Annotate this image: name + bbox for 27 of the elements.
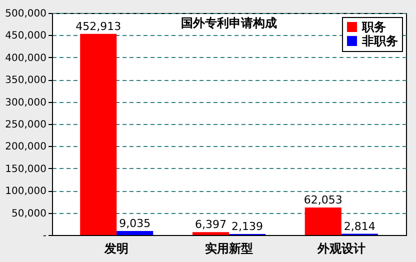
bar	[116, 230, 154, 235]
data-label: 9,035	[119, 216, 151, 230]
y-tick-label: 500,000	[5, 8, 46, 20]
data-label: 62,053	[304, 193, 342, 206]
y-tick-label: 450,000	[5, 30, 46, 42]
legend-label: 非职务	[361, 34, 398, 48]
bar	[192, 232, 229, 235]
y-tick-label: 150,000	[5, 164, 46, 175]
x-tick-label: 实用新型	[205, 242, 253, 256]
x-tick-label: 发明	[104, 242, 129, 256]
bar	[80, 34, 117, 235]
y-tick-label: 350,000	[5, 75, 46, 86]
data-label: 6,397	[194, 218, 226, 232]
y-tick-label: -	[42, 230, 47, 242]
y-tick-label: 300,000	[5, 97, 46, 108]
data-label: 452,913	[76, 20, 122, 33]
data-label: 2,814	[344, 220, 376, 233]
data-label: 2,139	[232, 220, 264, 234]
chart-title: 国外专利申请构成	[181, 16, 277, 30]
y-tick-label: 100,000	[5, 186, 46, 198]
y-tick-label: 50,000	[12, 208, 46, 220]
bar	[304, 207, 342, 235]
y-tick-label: 200,000	[5, 142, 46, 153]
y-tick-label: 250,000	[5, 120, 46, 130]
x-tick-label: 外观设计	[316, 242, 366, 256]
legend-label: 职务	[361, 20, 386, 34]
y-tick-label: 400,000	[5, 52, 46, 64]
